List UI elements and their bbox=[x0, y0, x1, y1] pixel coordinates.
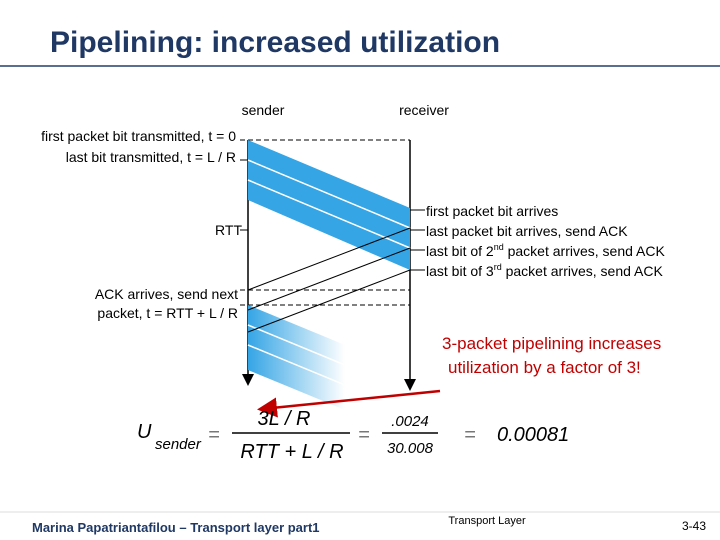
rtt-label: RTT bbox=[215, 222, 242, 238]
callout: utilization by a factor of 3! bbox=[448, 358, 641, 377]
formula-num: .0024 bbox=[391, 413, 429, 430]
left-label: last bit transmitted, t = L / R bbox=[66, 149, 236, 165]
formula-eq: = bbox=[358, 424, 370, 446]
formula-u: U bbox=[137, 421, 152, 443]
sender-label: sender bbox=[242, 102, 285, 118]
text-run: packet arrives, send ACK bbox=[502, 263, 664, 279]
formula-num: 3L / R bbox=[258, 408, 311, 430]
callout: 3-packet pipelining increases bbox=[442, 334, 661, 353]
right-label: last packet bit arrives, send ACK bbox=[426, 223, 628, 239]
formula-eq: = bbox=[464, 424, 476, 446]
formula-result: 0.00081 bbox=[497, 424, 569, 446]
ack-label: packet, t = RTT + L / R bbox=[97, 305, 238, 321]
formula-den: 30.008 bbox=[387, 440, 434, 457]
formula-eq: = bbox=[208, 424, 220, 446]
callout-arrow bbox=[257, 389, 441, 418]
title: Pipelining: increased utilization bbox=[50, 26, 500, 59]
footer-center: Transport Layer bbox=[448, 515, 526, 527]
formula-sub: sender bbox=[155, 436, 202, 453]
receiver-label: receiver bbox=[399, 102, 449, 118]
formula-den: RTT + L / R bbox=[240, 441, 343, 463]
footer-left: Marina Papatriantafilou – Transport laye… bbox=[32, 520, 320, 535]
text-run: last bit of 2 bbox=[426, 243, 494, 259]
right-label: first packet bit arrives bbox=[426, 203, 558, 219]
superscript: rd bbox=[494, 262, 502, 272]
right-label: last bit of 3rd packet arrives, send ACK bbox=[426, 262, 663, 279]
superscript: nd bbox=[494, 242, 504, 252]
left-label: first packet bit transmitted, t = 0 bbox=[41, 128, 236, 144]
footer-right: 3-43 bbox=[682, 519, 706, 533]
text-run: last bit of 3 bbox=[426, 263, 494, 279]
timeline bbox=[240, 139, 425, 410]
text-run: packet arrives, send ACK bbox=[504, 243, 666, 259]
formula: U sender = 3L / R RTT + L / R = .0024 30… bbox=[137, 408, 569, 463]
right-label: last bit of 2nd packet arrives, send ACK bbox=[426, 242, 665, 259]
ack-label: ACK arrives, send next bbox=[95, 286, 238, 302]
